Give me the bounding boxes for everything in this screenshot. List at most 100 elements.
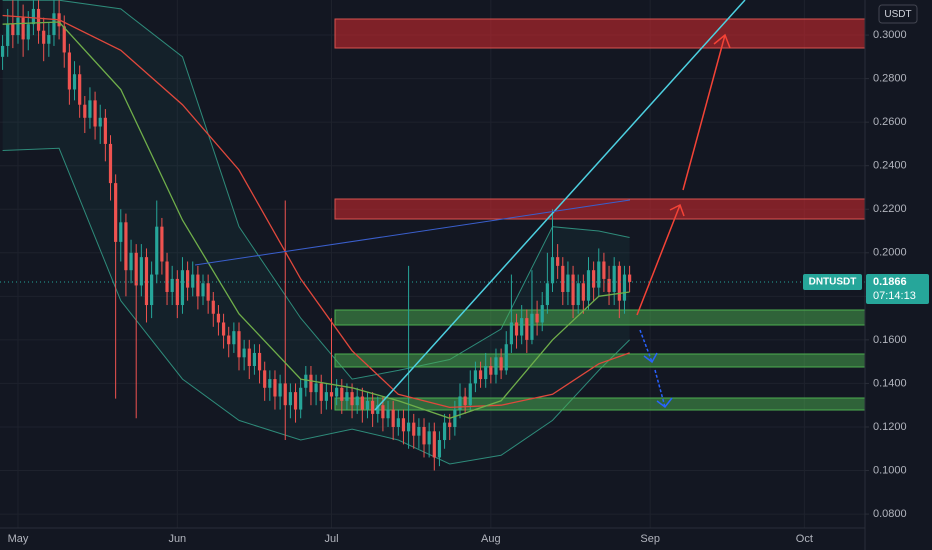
candle-body	[36, 8, 41, 31]
candle-body	[592, 270, 596, 288]
axis-labels: 0.08000.10000.12000.14000.16000.18000.20…	[8, 29, 929, 545]
trend-line	[374, 0, 746, 411]
candle-body	[47, 35, 51, 44]
grid	[0, 0, 865, 528]
arrow-head	[643, 352, 658, 364]
candle-body	[453, 409, 457, 427]
candle-body	[299, 387, 303, 410]
countdown-label: 07:14:13	[873, 290, 916, 302]
candle-body	[561, 265, 565, 292]
candle-body	[381, 405, 385, 419]
resistance-zone	[334, 18, 866, 49]
arrow	[654, 369, 666, 408]
candle-body	[509, 322, 513, 345]
candle-body	[165, 261, 169, 292]
candle-body	[160, 226, 164, 262]
moving-average	[2, 21, 630, 419]
candle-body	[622, 274, 627, 301]
candle-body	[427, 431, 431, 445]
candle-body	[386, 409, 390, 419]
candle-body	[448, 422, 452, 427]
candle-body	[550, 257, 555, 284]
candle-body	[468, 383, 472, 406]
candle-body	[407, 422, 411, 432]
candle-body	[175, 278, 179, 306]
price-label: 0.1866	[873, 276, 907, 288]
candle-body	[21, 17, 25, 40]
candle-body	[288, 392, 292, 406]
candle-body	[11, 24, 15, 36]
candle-body	[31, 8, 36, 25]
candle-body	[232, 331, 236, 345]
candle-body	[216, 313, 221, 323]
candle-body	[263, 370, 267, 388]
indicators	[0, 14, 865, 419]
candle-body	[114, 183, 118, 242]
candle-body	[139, 257, 143, 286]
candle-body	[124, 222, 128, 271]
candle-body	[607, 278, 611, 292]
candle-body	[442, 422, 447, 441]
candle-body	[586, 270, 591, 301]
candle-body	[62, 26, 66, 53]
candle-body	[134, 252, 138, 286]
candle-body	[494, 357, 498, 375]
candle-body	[278, 383, 282, 397]
candle-body	[463, 396, 467, 406]
candle-body	[201, 283, 205, 297]
candle-body	[597, 261, 601, 288]
candle-body	[283, 383, 287, 406]
candle-body	[566, 274, 570, 292]
candle-body	[72, 74, 77, 90]
candle-body	[576, 283, 580, 306]
arrow-head	[713, 33, 731, 49]
moving-average	[2, 14, 630, 409]
symbol-label: DNTUSDT	[809, 277, 857, 288]
candle-body	[52, 13, 56, 36]
y-tick-label: 0.2600	[873, 116, 907, 128]
candle-body	[530, 313, 534, 340]
candle-body	[314, 383, 318, 393]
y-tick-label: 0.1000	[873, 464, 907, 476]
candle-body	[304, 374, 308, 388]
candle-body	[478, 370, 483, 380]
y-tick-label: 0.2800	[873, 73, 907, 85]
candle-body	[242, 348, 246, 358]
candle-body	[535, 313, 539, 323]
candle-body	[345, 392, 349, 401]
x-tick-label: Jul	[324, 533, 338, 545]
candle-body	[458, 396, 462, 410]
candle-body	[489, 366, 493, 375]
candle-body	[268, 379, 272, 388]
candle-body	[6, 24, 10, 46]
arrow	[682, 34, 726, 191]
candle-body	[371, 400, 375, 414]
price-tag	[866, 273, 929, 304]
currency: USDT	[884, 9, 911, 20]
candle-body	[108, 143, 113, 184]
candle-body	[88, 100, 92, 118]
candle-body	[514, 322, 519, 336]
candle-body	[237, 331, 241, 358]
x-tick-label: May	[8, 533, 29, 545]
y-tick-label: 0.3000	[873, 29, 907, 41]
drawings	[194, 0, 746, 411]
candle-body	[612, 265, 616, 292]
candle-body	[78, 74, 82, 105]
candle-body	[628, 274, 632, 282]
y-tick-label: 0.0800	[873, 508, 907, 520]
candle-body	[540, 305, 544, 323]
arrow-head	[669, 203, 685, 217]
candle-body	[93, 100, 97, 127]
arrow-head	[656, 397, 673, 409]
y-tick-label: 0.2200	[873, 203, 907, 215]
candle-body	[155, 226, 159, 275]
candle-body	[602, 261, 606, 279]
x-tick-label: Jun	[168, 533, 186, 545]
currency-box[interactable]	[878, 4, 918, 24]
candle-body	[98, 117, 102, 127]
candle-body	[180, 270, 185, 306]
arrow	[636, 204, 681, 316]
candle-body	[376, 405, 380, 414]
